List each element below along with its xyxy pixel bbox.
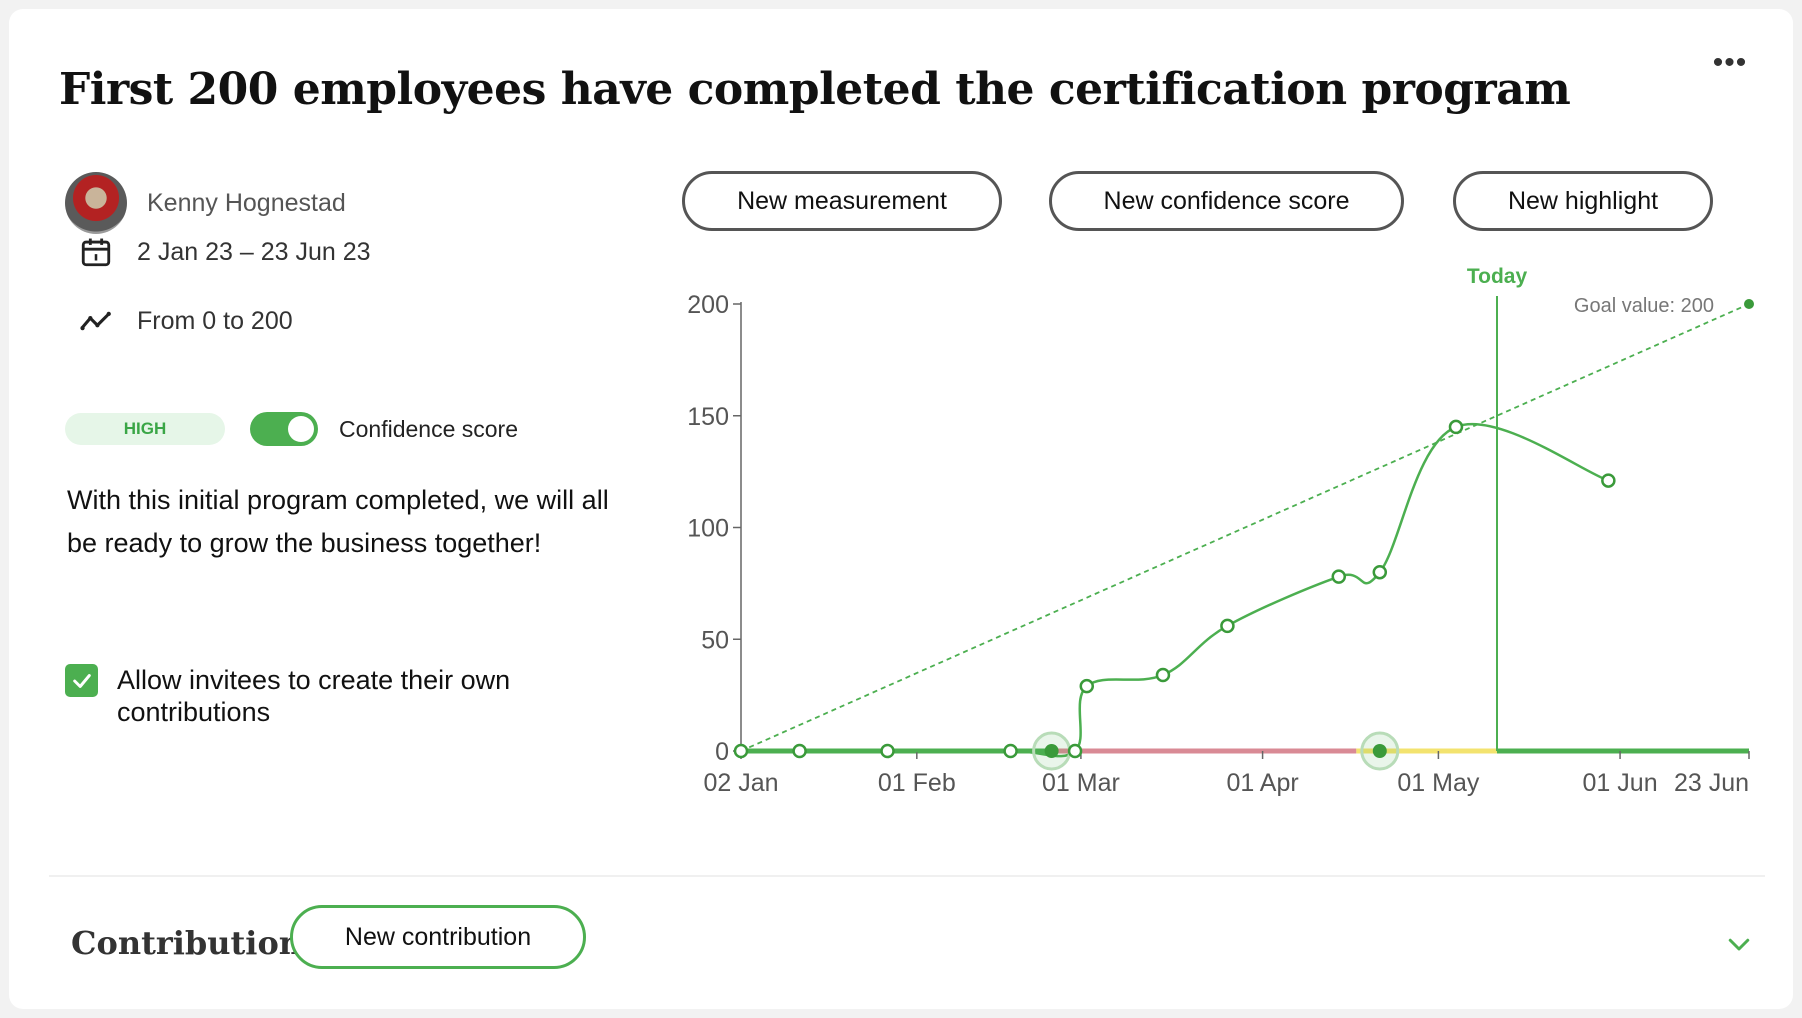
progress-range: From 0 to 200 — [137, 306, 293, 335]
goal-end-point — [1744, 299, 1754, 309]
confidence-marker — [1044, 744, 1059, 758]
measurement-point — [733, 743, 749, 759]
owner: Kenny Hognestad — [65, 172, 346, 234]
progress-chart: 0 50 100 150 200 02 Jan 01 Feb 01 Mar 01 Apr 01 M… — [687, 265, 1754, 797]
calendar-icon — [81, 238, 111, 267]
chevron-down-icon[interactable] — [1724, 929, 1754, 959]
allow-invitees-label: Allow invitees to create their own contr… — [117, 665, 511, 727]
x-tick-label: 01 Jun — [1583, 769, 1658, 797]
measurement-line — [740, 422, 1609, 758]
checkmark-icon — [72, 673, 91, 688]
confidence-score-label: Confidence score — [339, 415, 518, 442]
measurement-point — [1003, 743, 1018, 759]
new-confidence-score-button[interactable]: New confidence score — [1049, 171, 1404, 231]
y-tick-label: 150 — [687, 403, 729, 431]
toggle-knob — [288, 416, 314, 442]
new-measurement-button[interactable]: New measurement — [682, 171, 1002, 231]
trend-line-icon — [80, 311, 111, 331]
measurement-point — [1067, 743, 1083, 759]
measurement-point — [1601, 473, 1616, 488]
description: With this initial program completed, we … — [67, 485, 609, 558]
y-tick-label: 100 — [687, 515, 729, 543]
measurement-point — [1331, 569, 1347, 584]
allow-invitees-checkbox[interactable] — [65, 664, 98, 697]
more-options-button[interactable]: ••• — [1712, 46, 1748, 79]
x-tick-label: 01 May — [1397, 769, 1479, 797]
measurement-point — [1220, 618, 1235, 634]
measurement-point — [880, 743, 895, 759]
measurement-point — [1372, 564, 1388, 580]
new-highlight-button[interactable]: New highlight — [1453, 171, 1713, 231]
x-tick-label: 01 Mar — [1042, 769, 1120, 797]
date-range: 2 Jan 23 – 23 Jun 23 — [137, 237, 371, 266]
goal-value-label: Goal value: 200 — [1574, 295, 1714, 317]
y-tick-label: 50 — [701, 626, 729, 654]
owner-name: Kenny Hognestad — [147, 188, 346, 217]
contributions-title: Contributions — [71, 924, 321, 962]
y-tick-label: 200 — [687, 291, 729, 319]
date-range-row: 2 Jan 23 – 23 Jun 23 — [79, 235, 371, 269]
x-tick-label: 01 Apr — [1226, 769, 1298, 797]
x-tick-label: 01 Feb — [878, 769, 956, 797]
x-tick-label: 23 Jun — [1674, 769, 1749, 797]
today-label: Today — [1467, 265, 1528, 288]
allow-invitees-option: Allow invitees to create their own contr… — [65, 664, 577, 728]
confidence-badge: HIGH — [65, 413, 225, 445]
page-title: First 200 employees have completed the c… — [59, 64, 1571, 115]
measurement-point — [1155, 667, 1171, 683]
measurement-point — [792, 743, 807, 759]
confidence-marker — [1372, 744, 1387, 758]
confidence-row: HIGH Confidence score — [65, 412, 518, 446]
confidence-score-toggle[interactable] — [250, 412, 318, 446]
goal-line — [740, 303, 1750, 752]
avatar — [65, 172, 127, 234]
y-tick-label: 0 — [715, 738, 729, 766]
new-contribution-button[interactable]: New contribution — [290, 905, 586, 969]
measurement-point — [1079, 678, 1095, 694]
key-result-card: First 200 employees have completed the c… — [9, 9, 1793, 1009]
measurement-point — [1448, 419, 1464, 435]
x-tick-label: 02 Jan — [703, 769, 778, 797]
progress-range-row: From 0 to 200 — [79, 304, 293, 338]
divider — [49, 875, 1765, 877]
